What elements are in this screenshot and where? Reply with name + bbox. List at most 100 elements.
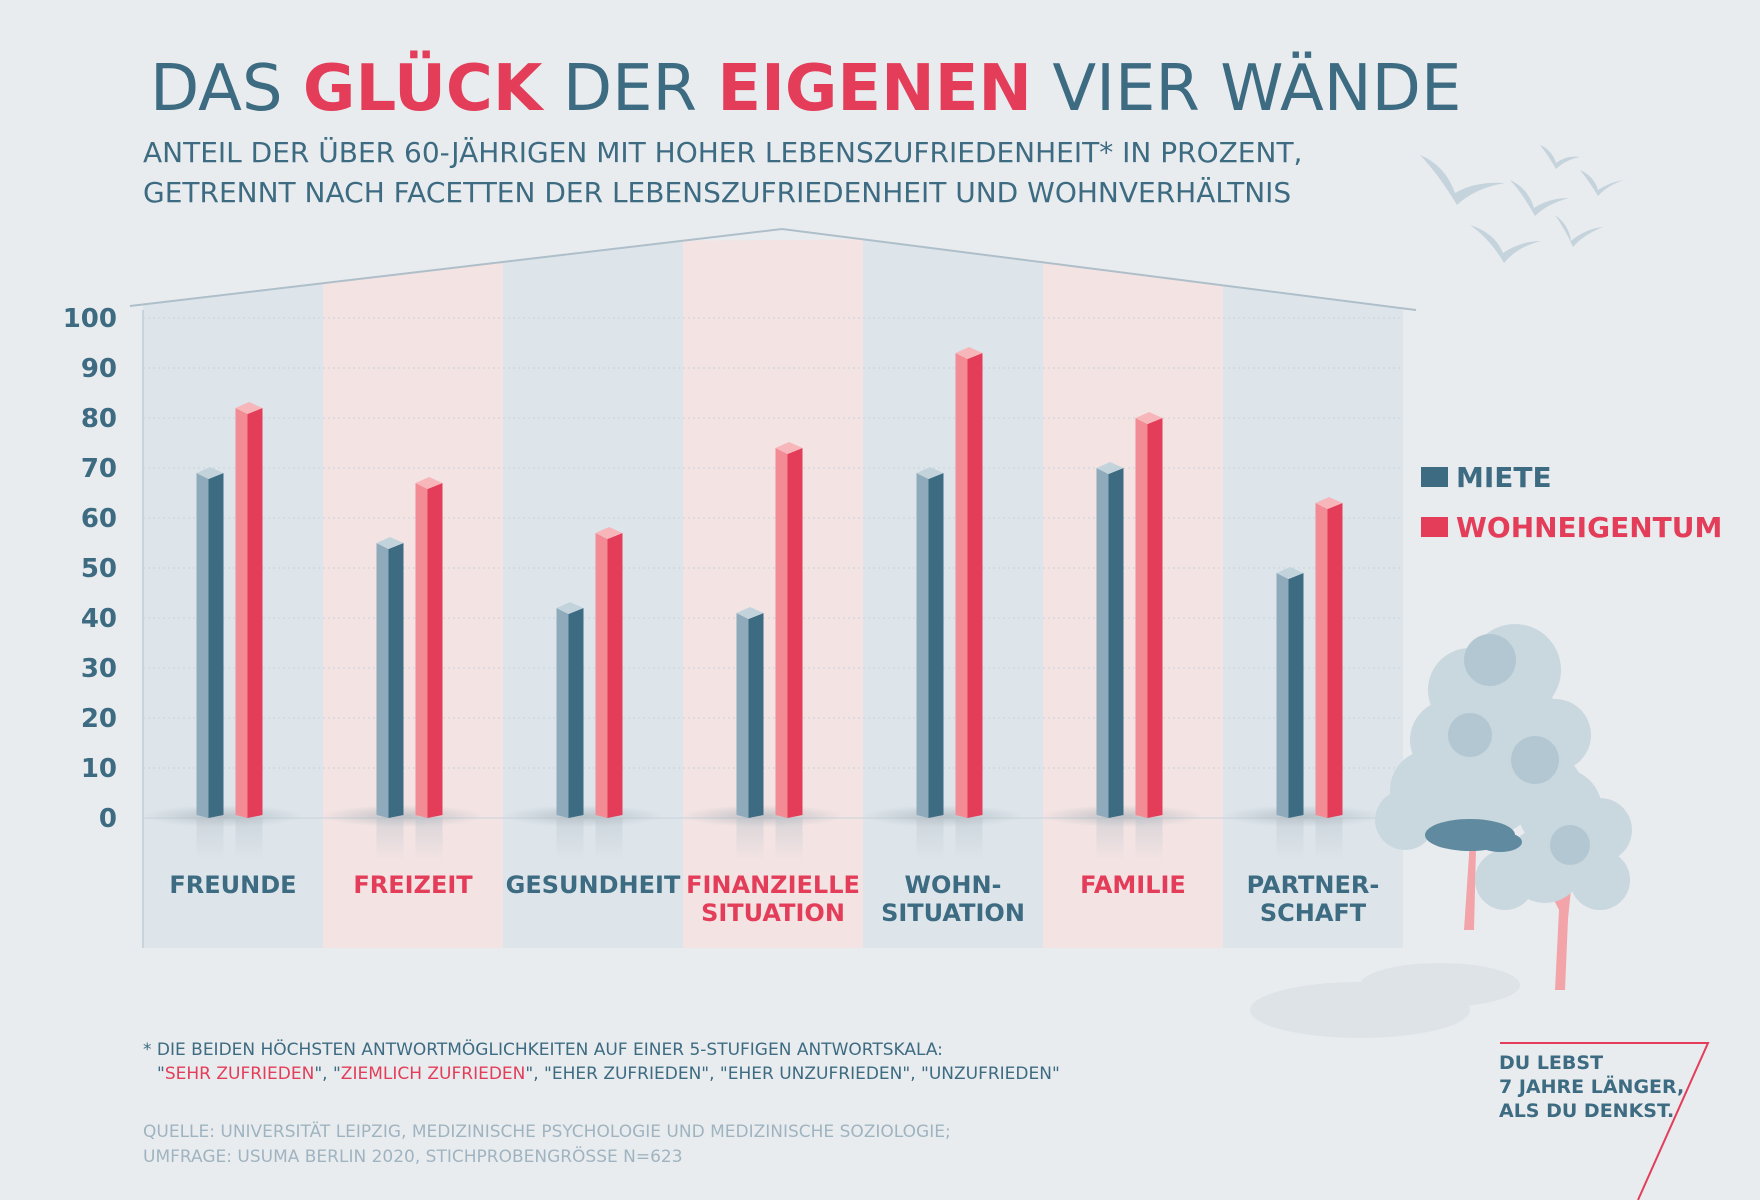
y-tick-label: 30: [81, 654, 117, 684]
title-part: VIER WÄNDE: [1032, 51, 1461, 126]
bar-floor-shadow: [503, 805, 663, 827]
bar-wohneigentum-side: [1315, 503, 1328, 818]
bar-reflection: [376, 818, 404, 860]
category-label: FREUNDE: [169, 871, 296, 899]
category-label: FAMILIE: [1080, 871, 1186, 899]
category-label: SCHAFT: [1260, 899, 1367, 927]
y-tick-label: 0: [99, 804, 117, 834]
legend-label-miete: MIETE: [1456, 461, 1552, 494]
bar-reflection: [235, 818, 263, 860]
category-band: [503, 240, 683, 948]
bar-reflection: [1096, 818, 1124, 860]
bar-reflection: [775, 818, 803, 860]
bar-reflection: [1135, 818, 1163, 860]
y-tick-label: 70: [81, 454, 117, 484]
chart-subtitle-line1: ANTEIL DER ÜBER 60-JÄHRIGEN MIT HOHER LE…: [143, 135, 1302, 169]
bar-wohneigentum-top: [595, 527, 623, 539]
slogan-frame: [1500, 1042, 1710, 1200]
bar-reflection: [415, 818, 443, 860]
bar-miete: [1108, 468, 1124, 818]
birds-icon: [1420, 145, 1624, 263]
slogan-line2: 7 JAHRE LÄNGER,: [1499, 1074, 1684, 1098]
bar-miete-side: [1276, 573, 1289, 818]
bar-miete-side: [736, 613, 749, 818]
y-tick-label: 60: [81, 504, 117, 534]
category-band: [863, 239, 1043, 949]
y-tick-label: 40: [81, 604, 117, 634]
bar-miete: [208, 473, 224, 818]
bar-miete-side: [376, 543, 389, 818]
category-label: SITUATION: [701, 899, 845, 927]
title-part-highlight: GLÜCK: [303, 50, 545, 126]
bar-miete: [568, 608, 584, 818]
roof-line: [129, 227, 1417, 311]
bar-reflection: [955, 818, 983, 860]
bar-wohneigentum-top: [955, 347, 983, 359]
bar-reflection: [916, 818, 944, 860]
category-band: [323, 261, 503, 949]
bar-miete: [748, 613, 764, 818]
bar-floor-shadow: [1223, 805, 1383, 827]
bar-miete-top: [196, 467, 224, 479]
bar-reflection: [1276, 818, 1304, 860]
bar-miete: [1288, 573, 1304, 818]
y-tick-label: 90: [81, 354, 117, 384]
trees-icon: [1250, 624, 1632, 1038]
bar-miete-top: [1096, 462, 1124, 474]
category-label: PARTNER-: [1247, 871, 1380, 899]
bar-miete-top: [736, 607, 764, 619]
bar-floor-shadow: [143, 805, 303, 827]
chart-subtitle-line2: GETRENNT NACH FACETTEN DER LEBENSZUFRIED…: [143, 176, 1291, 209]
bar-reflection: [556, 818, 584, 860]
chart-title: DAS GLÜCK DER EIGENEN VIER WÄNDE: [150, 50, 1461, 126]
legend-label-wohneigentum: WOHNEIGENTUM: [1456, 511, 1722, 544]
bar-miete-side: [556, 608, 569, 818]
category-label: FINANZIELLE: [686, 871, 860, 899]
bar-miete-side: [196, 473, 209, 818]
bar-floor-shadow: [863, 805, 1023, 827]
bar-wohneigentum: [1147, 418, 1163, 818]
bar-wohneigentum-side: [955, 353, 968, 818]
category-label: FREIZEIT: [353, 871, 473, 899]
legend-swatch-miete: [1421, 467, 1448, 487]
category-band: [683, 239, 863, 949]
y-tick-label: 20: [81, 704, 117, 734]
title-part-highlight: EIGENEN: [717, 52, 1032, 126]
category-band: [1223, 285, 1403, 948]
bar-wohneigentum: [787, 448, 803, 818]
legend-swatch-wohneigentum: [1421, 517, 1448, 537]
bar-wohneigentum: [247, 408, 263, 818]
y-tick-label: 80: [81, 404, 117, 434]
bar-wohneigentum-top: [775, 442, 803, 454]
bar-miete: [928, 473, 944, 818]
source-line2: UMFRAGE: USUMA BERLIN 2020, STICHPROBENG…: [143, 1145, 683, 1167]
bar-wohneigentum: [427, 483, 443, 818]
bar-wohneigentum: [607, 533, 623, 818]
footnote-line1: * DIE BEIDEN HÖCHSTEN ANTWORTMÖGLICHKEIT…: [143, 1038, 943, 1060]
bar-wohneigentum-top: [415, 477, 443, 489]
bar-reflection: [595, 818, 623, 860]
bar-miete-top: [376, 537, 404, 549]
bar-reflection: [1315, 818, 1343, 860]
bar-wohneigentum-side: [775, 448, 788, 818]
bar-miete-top: [556, 602, 584, 614]
slogan-line3: ALS DU DENKST.: [1499, 1100, 1674, 1122]
y-tick-label: 100: [63, 304, 117, 334]
bar-miete-top: [916, 467, 944, 479]
category-label: SITUATION: [881, 899, 1025, 927]
bar-wohneigentum-side: [235, 408, 248, 818]
bar-floor-shadow: [1043, 805, 1203, 827]
bar-wohneigentum-top: [1135, 412, 1163, 424]
bar-reflection: [736, 818, 764, 860]
category-label: WOHN-: [904, 871, 1001, 899]
bar-miete: [388, 543, 404, 818]
slogan-line1: DU LEBST: [1499, 1052, 1603, 1074]
title-part: DAS: [150, 52, 303, 126]
bar-wohneigentum-top: [235, 402, 263, 414]
footnote-line2: "SEHR ZUFRIEDEN", "ZIEMLICH ZUFRIEDEN", …: [157, 1064, 1060, 1084]
bar-wohneigentum-top: [1315, 497, 1343, 509]
category-label: GESUNDHEIT: [506, 871, 681, 899]
category-band: [143, 283, 323, 949]
